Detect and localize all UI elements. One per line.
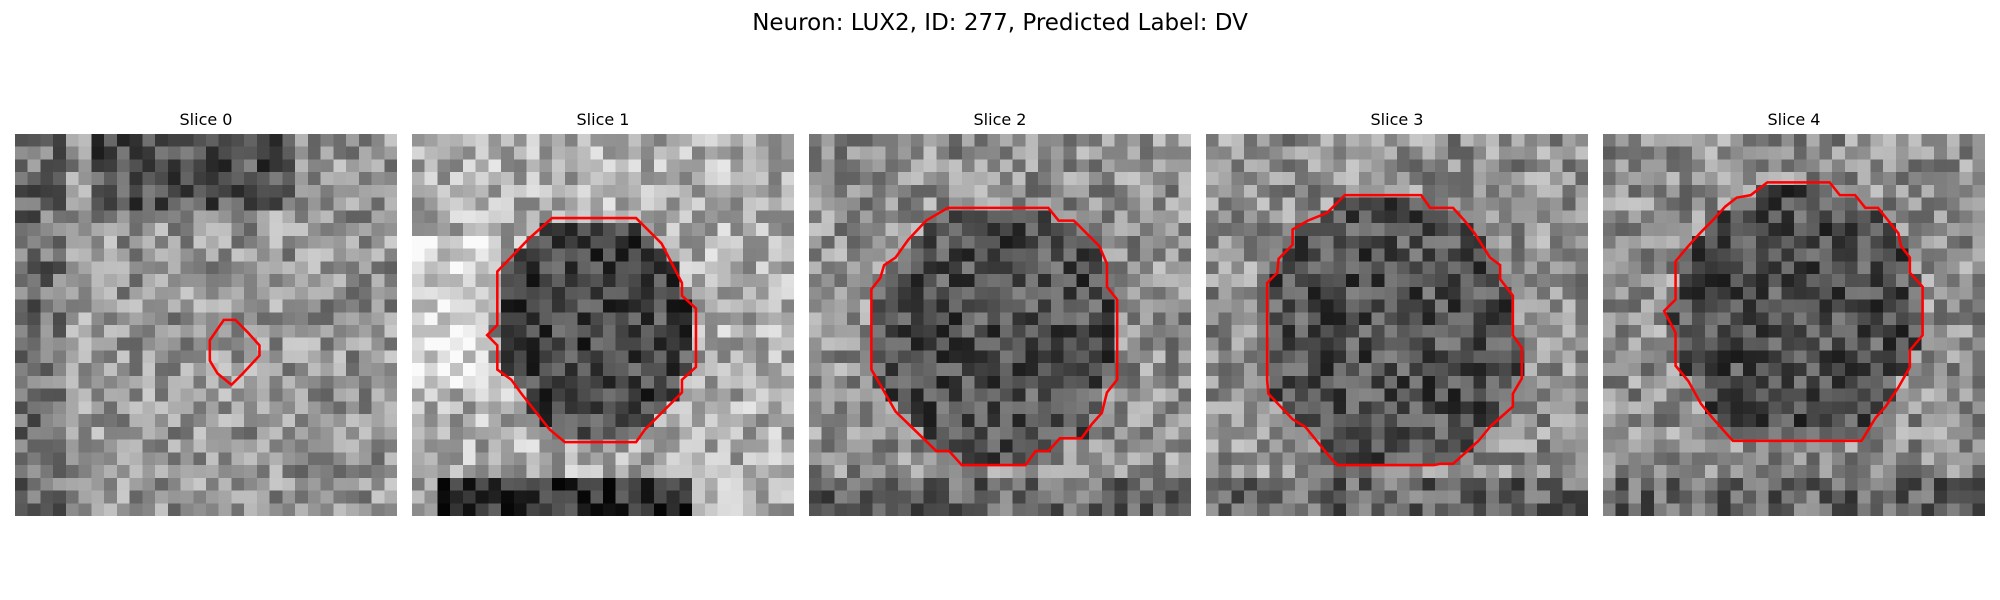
slice-pixels-1 — [412, 134, 794, 516]
roi-contour-0 — [208, 318, 261, 387]
slice-panel-2: Slice 2 — [809, 110, 1191, 516]
slice-image-0 — [15, 134, 397, 516]
roi-contour-2 — [870, 206, 1119, 467]
slice-pixels-3 — [1206, 134, 1588, 516]
figure-title: Neuron: LUX2, ID: 277, Predicted Label: … — [752, 10, 1248, 36]
slice-image-3 — [1206, 134, 1588, 516]
slice-image-4 — [1603, 134, 1985, 516]
roi-contour-3 — [1265, 193, 1524, 467]
slice-image-2 — [809, 134, 1191, 516]
slice-panel-1: Slice 1 — [412, 110, 794, 516]
slice-panel-3: Slice 3 — [1206, 110, 1588, 516]
slice-panel-4: Slice 4 — [1603, 110, 1985, 516]
slice-title-3: Slice 3 — [1370, 110, 1424, 129]
slice-title-0: Slice 0 — [179, 110, 233, 129]
slice-pixels-4 — [1603, 134, 1985, 516]
slice-title-1: Slice 1 — [576, 110, 630, 129]
roi-contour-1 — [485, 216, 698, 444]
slice-image-1 — [412, 134, 794, 516]
roi-contour-4 — [1662, 181, 1924, 443]
slice-title-4: Slice 4 — [1767, 110, 1821, 129]
slice-pixels-0 — [15, 134, 397, 516]
slice-panel-0: Slice 0 — [15, 110, 397, 516]
slice-pixels-2 — [809, 134, 1191, 516]
slice-title-2: Slice 2 — [973, 110, 1027, 129]
